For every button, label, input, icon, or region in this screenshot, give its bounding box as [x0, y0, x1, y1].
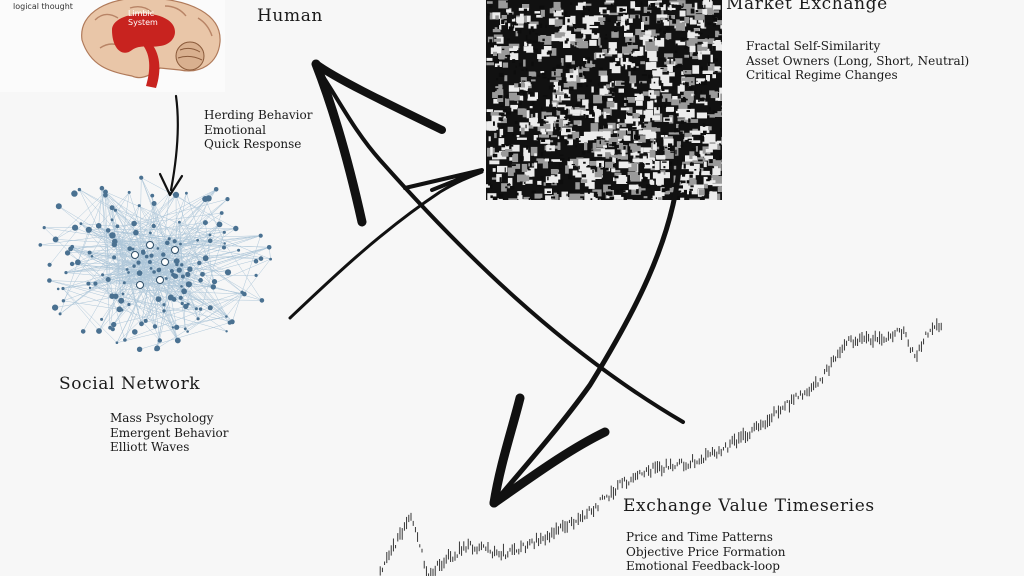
- market-fractal-image: [486, 0, 722, 200]
- social-trait: Mass Psychology: [110, 411, 214, 425]
- human-trait: Herding Behavior: [204, 108, 313, 122]
- social-network-title: Social Network: [59, 374, 201, 394]
- human-trait: Quick Response: [204, 137, 302, 151]
- market-traits-list: Fractal Self-Similarity Asset Owners (Lo…: [746, 39, 969, 83]
- human-title: Human: [257, 6, 323, 26]
- market-title: Market Exchange: [726, 0, 888, 14]
- timeseries-trait: Emotional Feedback-loop: [626, 559, 780, 573]
- brain-drawing: Limbic System: [81, 0, 221, 88]
- timeseries-trait: Price and Time Patterns: [626, 530, 773, 544]
- brain-caption: logical thought: [13, 2, 73, 11]
- market-trait: Fractal Self-Similarity: [746, 39, 881, 53]
- social-traits-list: Mass Psychology Emergent Behavior Elliot…: [110, 411, 229, 455]
- brain-region-label: Limbic: [128, 9, 154, 18]
- market-trait: Critical Regime Changes: [746, 68, 898, 82]
- human-trait: Emotional: [204, 122, 266, 137]
- social-trait: Emergent Behavior: [110, 425, 229, 440]
- arrow-network-to-human: [318, 70, 685, 424]
- arrow-market-to-timeseries: [497, 155, 683, 499]
- timeseries-trait: Objective Price Formation: [626, 544, 786, 559]
- human-traits-list: Herding Behavior Emotional Quick Respons…: [204, 108, 312, 152]
- fractal-texture: [486, 0, 722, 200]
- timeseries-title: Exchange Value Timeseries: [623, 496, 875, 516]
- market-trait: Asset Owners (Long, Short, Neutral): [746, 53, 970, 68]
- arrow-human-to-network: [169, 94, 179, 192]
- timeseries-traits-list: Price and Time Patterns Objective Price …: [626, 530, 785, 574]
- brain-region-label: System: [128, 18, 158, 27]
- arrow-network-to-market: [288, 170, 484, 320]
- brain-image: Limbic System logical thought: [0, 0, 225, 92]
- social-trait: Elliott Waves: [110, 440, 190, 454]
